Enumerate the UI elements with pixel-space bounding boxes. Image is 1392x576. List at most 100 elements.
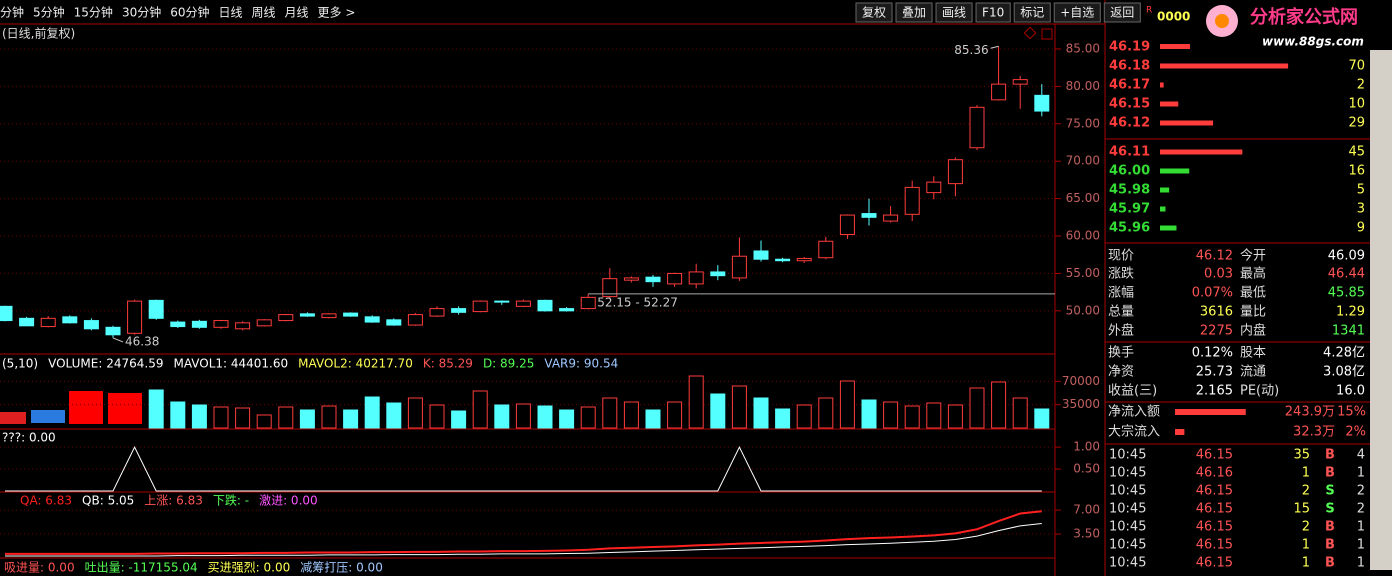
- flow-percent: 15%: [1337, 405, 1366, 420]
- stat-value: 0.03: [1204, 267, 1233, 282]
- header-r: R: [1146, 6, 1152, 16]
- stat-label: 收益(三): [1108, 384, 1157, 399]
- stat-value: 2275: [1200, 324, 1233, 339]
- order-bar: [1160, 44, 1190, 49]
- candle-body: [515, 300, 531, 307]
- candle-body: [969, 106, 985, 149]
- header-code: 0000: [1157, 10, 1190, 24]
- period-tab[interactable]: 周线: [252, 6, 276, 20]
- volume-bar: [580, 406, 596, 429]
- volume-bar: [1012, 397, 1028, 429]
- period-tab[interactable]: 15分钟: [74, 5, 113, 20]
- toolbar-button[interactable]: [1053, 2, 1101, 23]
- stat-label: 现价: [1108, 249, 1134, 264]
- y-tick-label: 60.00: [1066, 229, 1100, 243]
- trade-side: B: [1325, 448, 1335, 463]
- period-tab[interactable]: 30分钟: [122, 5, 161, 20]
- order-qty: 29: [1348, 116, 1365, 131]
- volume-bar: [170, 401, 186, 429]
- order-price: 46.11: [1109, 145, 1150, 160]
- flow-percent: 2%: [1345, 425, 1366, 440]
- order-price: 46.17: [1109, 78, 1150, 93]
- legend-block: [0, 412, 26, 424]
- period-tab[interactable]: 月线: [285, 6, 309, 20]
- candle-body: [494, 300, 510, 303]
- logo-url: www.88gs.com: [1262, 35, 1364, 49]
- volume-bar: [969, 387, 985, 429]
- candle-body: [343, 312, 359, 317]
- stat-value: 0.12%: [1192, 346, 1233, 361]
- volume-bar: [710, 393, 726, 429]
- period-tab[interactable]: 分钟: [0, 5, 24, 20]
- period-tab[interactable]: 5分钟: [33, 5, 65, 20]
- volume-bar: [861, 399, 877, 429]
- flow-bar: [1175, 409, 1246, 415]
- trade-side: B: [1325, 466, 1335, 481]
- icon[interactable]: [1041, 28, 1053, 40]
- period-tab[interactable]: 更多 >: [318, 6, 356, 20]
- trade-price: 46.15: [1196, 520, 1233, 535]
- volume-bar: [688, 375, 704, 429]
- legend-item: QA: 6.83: [20, 494, 72, 508]
- stat-value: 3.08亿: [1323, 365, 1365, 380]
- order-qty: 10: [1348, 97, 1365, 112]
- stat-label: 量比: [1240, 305, 1266, 320]
- trade-count: 1: [1357, 556, 1365, 571]
- stat-label: 今开: [1240, 248, 1266, 264]
- toolbar-button[interactable]: [1103, 2, 1141, 23]
- toolbar-button-label: 复权: [862, 6, 886, 20]
- toolbar-button[interactable]: [935, 2, 973, 23]
- stat-value: 3616: [1200, 305, 1233, 320]
- volume-bar: [991, 381, 1007, 429]
- trade-qty: 1: [1302, 556, 1310, 571]
- y-tick-label: 0.50: [1073, 462, 1100, 476]
- annotation: 52.15 - 52.27: [597, 295, 678, 309]
- period-tab[interactable]: 日线: [219, 6, 243, 20]
- stat-label: 外盘: [1108, 323, 1134, 339]
- chart-title: (日线,前复权): [2, 26, 75, 41]
- trade-price: 46.15: [1196, 556, 1233, 571]
- order-bar: [1160, 168, 1190, 174]
- candle-body: [299, 313, 315, 317]
- candle-body: [235, 322, 251, 330]
- candle-body: [321, 313, 337, 319]
- toolbar-button[interactable]: [855, 2, 893, 23]
- status-item: 吸进量: 0.00: [4, 561, 75, 575]
- indicator-line: [5, 510, 1042, 555]
- candle-body: [580, 296, 596, 310]
- order-price: 46.18: [1109, 59, 1150, 74]
- order-qty: 9: [1357, 221, 1365, 236]
- trade-time: 10:45: [1109, 520, 1146, 535]
- trade-count: 1: [1357, 538, 1365, 553]
- header: [1106, 0, 1392, 28]
- icon[interactable]: [1023, 26, 1037, 40]
- flow-bar: [1175, 429, 1185, 435]
- stat-label: 最低: [1240, 286, 1266, 301]
- trade-time: 10:45: [1109, 538, 1146, 553]
- order-price: 46.15: [1109, 97, 1150, 112]
- candle-body: [170, 321, 186, 328]
- stat-label: 流通: [1240, 365, 1266, 380]
- stat-label: 总量: [1108, 305, 1134, 320]
- period-tab[interactable]: 60分钟: [170, 5, 209, 20]
- stat-label: 涨幅: [1108, 286, 1134, 301]
- stat-label: 股本: [1240, 346, 1266, 361]
- toolbar-button[interactable]: [1013, 2, 1051, 23]
- toolbar-button-label: F10: [982, 6, 1004, 20]
- legend-item: VOLUME: 24764.59: [48, 357, 163, 371]
- candle-body: [775, 258, 791, 262]
- toolbar-button[interactable]: [895, 2, 933, 23]
- toolbar-button[interactable]: [975, 2, 1011, 23]
- volume-bar: [515, 403, 531, 429]
- candle-body: [191, 320, 207, 328]
- candle-body: [623, 277, 639, 281]
- candle-body: [1012, 79, 1028, 85]
- candle-body: [472, 300, 488, 313]
- trade-time: 10:45: [1109, 466, 1146, 481]
- volume-bar: [148, 389, 164, 429]
- candle-body: [688, 271, 704, 285]
- candle-body: [256, 319, 272, 327]
- legend-item: MAVOL1: 44401.60: [173, 357, 288, 371]
- candle-body: [947, 159, 963, 185]
